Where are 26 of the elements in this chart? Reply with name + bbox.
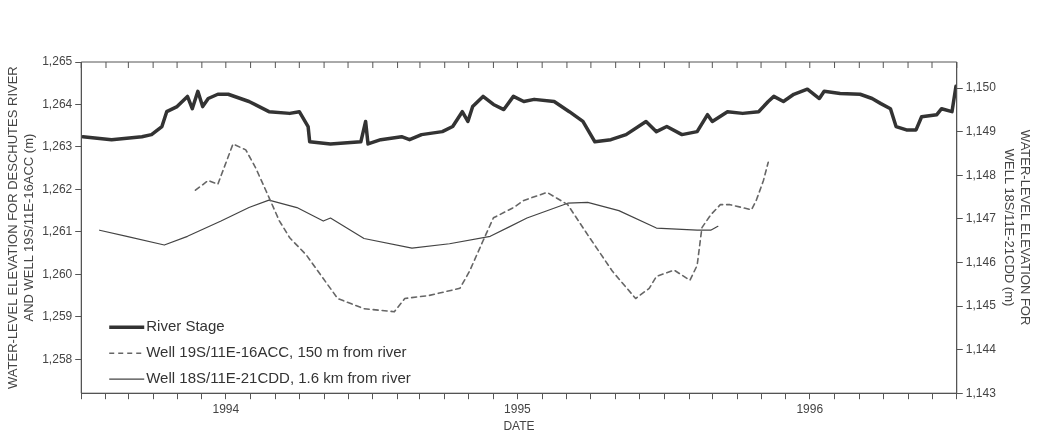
y-tick-label: 1,258 <box>42 351 73 366</box>
y2-tick-label: 1,146 <box>965 254 997 269</box>
y2-axis-title: WATER-LEVEL ELEVATION FOR WELL 18S/11E-21CDD (m) <box>1002 129 1033 326</box>
y-tick-label: 1,263 <box>42 139 73 154</box>
x-tick-label: 1996 <box>796 401 824 416</box>
legend-label: Well 18S/11E-21CDD, 1.6 km from river <box>146 369 411 387</box>
y-axis-title: WATER-LEVEL ELEVATION FOR DESCHUTES RIVER AND WELL 19S/11E-16ACC (m) <box>5 66 36 389</box>
y-tick-label: 1,262 <box>42 181 73 196</box>
y2-tick-label: 1,147 <box>965 211 997 226</box>
y-tick-label: 1,260 <box>42 266 73 281</box>
y2-tick-label: 1,150 <box>965 80 997 95</box>
x-axis-title: DATE <box>503 419 535 434</box>
y-tick-label: 1,261 <box>42 224 73 239</box>
x-tick-label: 1995 <box>504 401 532 416</box>
y-tick-label: 1,259 <box>42 309 73 324</box>
y2-tick-label: 1,148 <box>965 167 997 182</box>
legend-label: River Stage <box>146 317 225 335</box>
y-tick-label: 1,265 <box>42 54 73 69</box>
y2-tick-label: 1,143 <box>965 385 997 400</box>
y2-tick-label: 1,145 <box>965 298 997 313</box>
y2-tick-label: 1,149 <box>965 124 997 139</box>
y2-tick-label: 1,144 <box>965 341 997 356</box>
legend-label: Well 19S/11E-16ACC, 150 m from river <box>146 343 407 361</box>
x-tick-label: 1994 <box>212 401 240 416</box>
y-tick-label: 1,264 <box>42 96 73 111</box>
line-series <box>194 143 770 313</box>
